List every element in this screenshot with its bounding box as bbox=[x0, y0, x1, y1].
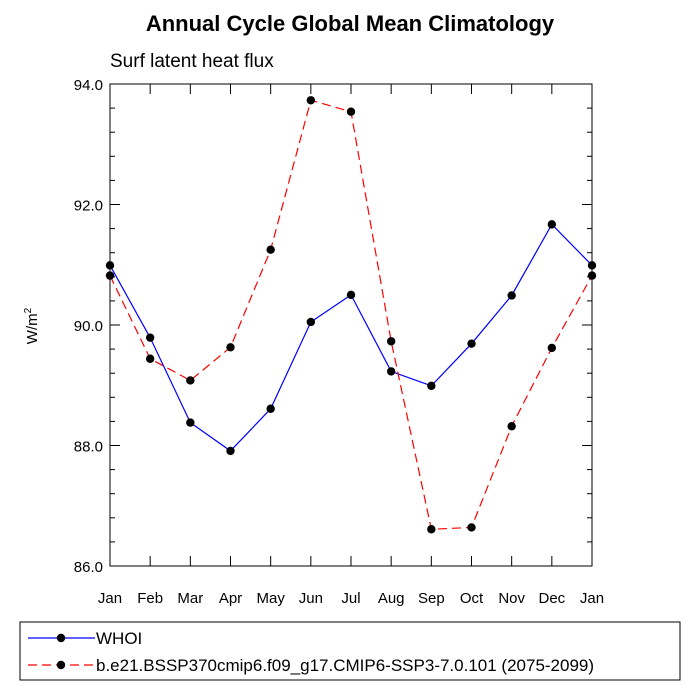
data-point bbox=[105, 271, 115, 280]
x-tick-label: Sep bbox=[418, 590, 445, 607]
data-point bbox=[467, 523, 476, 532]
series-layer bbox=[105, 96, 597, 534]
x-tick-label: Feb bbox=[137, 590, 163, 607]
y-axis-label: W/m2 bbox=[23, 307, 41, 344]
x-tick-label: Oct bbox=[460, 590, 484, 607]
x-tick-label: May bbox=[256, 590, 285, 607]
data-point bbox=[427, 381, 436, 391]
legend: WHOI b.e21.BSSP370cmip6.f09_g17.CMIP6-SSP… bbox=[28, 629, 594, 675]
legend-box bbox=[19, 621, 681, 681]
data-point bbox=[467, 339, 476, 348]
legend-marker bbox=[56, 660, 66, 670]
data-point bbox=[507, 422, 516, 431]
data-point bbox=[105, 261, 115, 270]
x-tick-label: Aug bbox=[378, 590, 405, 607]
series-ssp370 bbox=[105, 96, 597, 534]
data-point bbox=[266, 404, 275, 413]
x-tick-label: Dec bbox=[538, 590, 565, 607]
data-point bbox=[386, 367, 396, 376]
series-line bbox=[109, 223, 593, 452]
data-point bbox=[226, 343, 235, 352]
data-point bbox=[145, 333, 155, 342]
y-tick-label: 88.0 bbox=[74, 439, 103, 456]
data-point bbox=[266, 245, 275, 254]
legend-label: WHOI bbox=[96, 629, 142, 648]
svg-text:W/m2: W/m2 bbox=[23, 307, 41, 344]
data-point bbox=[306, 317, 316, 327]
x-axis-ticks: Jan Feb Mar Apr May Jun Jul Aug Sep Oct Nov Dec Jan bbox=[98, 84, 604, 607]
data-point bbox=[306, 96, 316, 105]
series-whoi bbox=[105, 220, 597, 456]
data-point bbox=[386, 337, 396, 346]
y-axis-label-text: W/m bbox=[24, 313, 41, 344]
data-point bbox=[186, 376, 195, 385]
x-tick-label: Jan bbox=[98, 590, 122, 607]
legend-marker bbox=[56, 633, 66, 643]
series-line bbox=[109, 99, 593, 530]
data-point bbox=[587, 271, 597, 280]
x-tick-label: Jul bbox=[341, 590, 360, 607]
y-tick-label: 90.0 bbox=[74, 318, 103, 335]
data-point bbox=[145, 354, 155, 363]
y-tick-label: 94.0 bbox=[74, 77, 103, 94]
x-tick-label: Apr bbox=[219, 590, 242, 607]
plot-frame bbox=[109, 83, 593, 567]
data-point bbox=[346, 290, 356, 300]
data-point bbox=[547, 343, 557, 353]
y-axis-label-superscript: 2 bbox=[23, 307, 34, 313]
y-axis-ticks: 86.0 88.0 90.0 92.0 94.0 bbox=[74, 77, 592, 576]
x-tick-label: Jun bbox=[299, 590, 323, 607]
chart-title: Annual Cycle Global Mean Climatology bbox=[146, 11, 555, 36]
y-tick-label: 86.0 bbox=[74, 559, 103, 576]
data-point bbox=[226, 446, 235, 456]
x-tick-label: Mar bbox=[177, 590, 203, 607]
chart-subtitle: Surf latent heat flux bbox=[110, 51, 274, 72]
x-tick-label: Jan bbox=[580, 590, 604, 607]
data-point bbox=[186, 418, 195, 427]
y-tick-label: 92.0 bbox=[74, 198, 103, 215]
x-tick-label: Nov bbox=[498, 590, 525, 607]
legend-label: b.e21.BSSP370cmip6.f09_g17.CMIP6-SSP3-7.… bbox=[96, 656, 594, 675]
data-point bbox=[587, 261, 597, 270]
data-point bbox=[346, 107, 356, 116]
data-point bbox=[547, 220, 557, 229]
data-point bbox=[427, 525, 436, 534]
data-point bbox=[507, 291, 516, 300]
